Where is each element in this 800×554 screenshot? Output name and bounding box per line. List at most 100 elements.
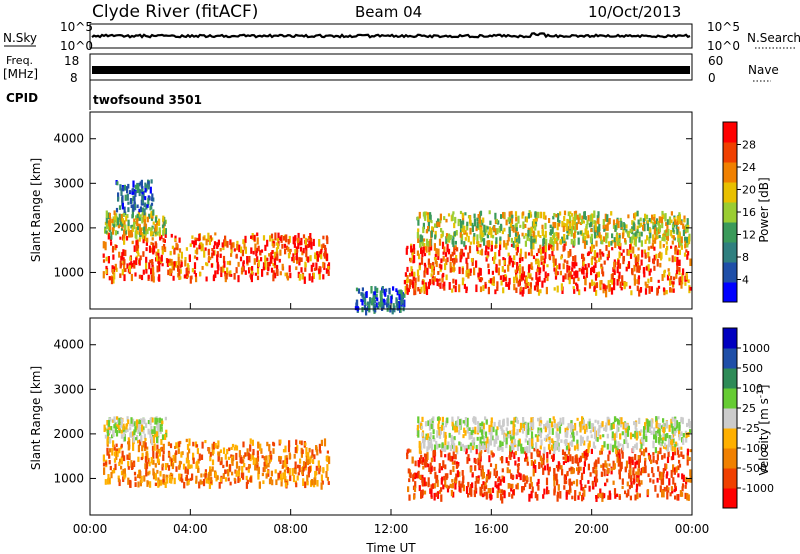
scatter-point — [674, 256, 676, 261]
scatter-point — [600, 493, 602, 498]
scatter-point — [571, 275, 573, 279]
scatter-point — [444, 464, 446, 469]
scatter-point — [632, 434, 634, 437]
scatter-point — [149, 481, 151, 488]
scatter-point — [251, 266, 253, 271]
scatter-point — [129, 265, 131, 272]
scatter-point — [486, 476, 488, 481]
scatter-point — [649, 286, 651, 294]
scatter-point — [436, 444, 438, 450]
scatter-point — [252, 449, 254, 455]
scatter-point — [451, 490, 453, 496]
scatter-point — [675, 247, 677, 251]
scatter-point — [516, 252, 518, 256]
scatter-point — [490, 228, 492, 235]
scatter-point — [513, 429, 515, 436]
scatter-point — [470, 443, 472, 447]
scatter-point — [279, 440, 281, 444]
scatter-point — [578, 238, 580, 245]
scatter-point — [155, 217, 157, 223]
scatter-point — [643, 218, 645, 222]
scatter-point — [103, 254, 105, 258]
scatter-point — [156, 431, 158, 437]
scatter-point — [531, 439, 533, 447]
scatter-point — [319, 274, 321, 280]
scatter-point — [679, 250, 681, 255]
scatter-point — [558, 461, 560, 465]
scatter-point — [475, 481, 477, 484]
scatter-point — [492, 271, 494, 275]
scatter-point — [149, 462, 151, 467]
scatter-point — [689, 469, 691, 476]
scatter-point — [453, 285, 455, 288]
scatter-point — [636, 279, 638, 284]
scatter-point — [668, 478, 670, 485]
scatter-point — [481, 484, 483, 489]
scatter-point — [321, 440, 323, 446]
scatter-point — [206, 478, 208, 484]
scatter-point — [608, 251, 610, 258]
colorbar-tick-label: 25 — [742, 402, 756, 415]
scatter-point — [133, 436, 135, 443]
colorbar-segment — [723, 122, 737, 143]
scatter-point — [594, 432, 596, 440]
scatter-point — [491, 417, 493, 423]
scatter-point — [137, 189, 139, 194]
scatter-point — [537, 285, 539, 292]
x-tick-label: 04:00 — [173, 522, 208, 536]
scatter-point — [614, 237, 616, 242]
scatter-point — [590, 430, 592, 433]
scatter-point — [174, 261, 176, 267]
scatter-point — [674, 496, 676, 500]
scatter-point — [672, 477, 674, 484]
scatter-point — [539, 235, 541, 238]
scatter-point — [651, 286, 653, 292]
scatter-point — [458, 284, 460, 292]
scatter-point — [528, 252, 530, 255]
scatter-point — [577, 278, 579, 282]
scatter-point — [224, 239, 226, 246]
scatter-point — [176, 243, 178, 247]
scatter-point — [311, 265, 313, 272]
scatter-point — [431, 458, 433, 463]
scatter-point — [630, 229, 632, 233]
scatter-point — [456, 230, 458, 235]
scatter-point — [638, 247, 640, 250]
scatter-point — [118, 252, 120, 258]
scatter-point — [232, 242, 234, 248]
scatter-point — [234, 273, 236, 280]
scatter-point — [246, 476, 248, 480]
scatter-point — [682, 455, 684, 459]
scatter-point — [300, 267, 302, 272]
scatter-point — [672, 452, 674, 460]
scatter-point — [548, 444, 550, 450]
scatter-point — [437, 279, 439, 286]
scatter-point — [571, 267, 573, 272]
scatter-point — [284, 472, 286, 479]
scatter-point — [659, 216, 661, 223]
scatter-point — [502, 421, 504, 427]
scatter-point — [156, 437, 158, 443]
scatter-point — [220, 461, 222, 465]
scatter-point — [653, 456, 655, 463]
scatter-point — [115, 230, 117, 235]
scatter-point — [121, 430, 123, 434]
scatter-point — [456, 247, 458, 251]
scatter-point — [562, 275, 564, 282]
scatter-point — [378, 302, 380, 306]
scatter-point — [536, 494, 538, 501]
scatter-point — [687, 432, 689, 437]
scatter-point — [296, 249, 298, 252]
scatter-point — [569, 215, 571, 221]
scatter-point — [674, 447, 676, 452]
scatter-point — [215, 472, 217, 477]
scatter-point — [592, 481, 594, 485]
scatter-point — [154, 418, 156, 425]
scatter-point — [637, 229, 639, 233]
scatter-point — [579, 429, 581, 433]
scatter-point — [133, 222, 135, 229]
scatter-point — [672, 255, 674, 262]
scatter-point — [617, 279, 619, 285]
scatter-point — [591, 244, 593, 252]
scatter-point — [523, 486, 525, 490]
